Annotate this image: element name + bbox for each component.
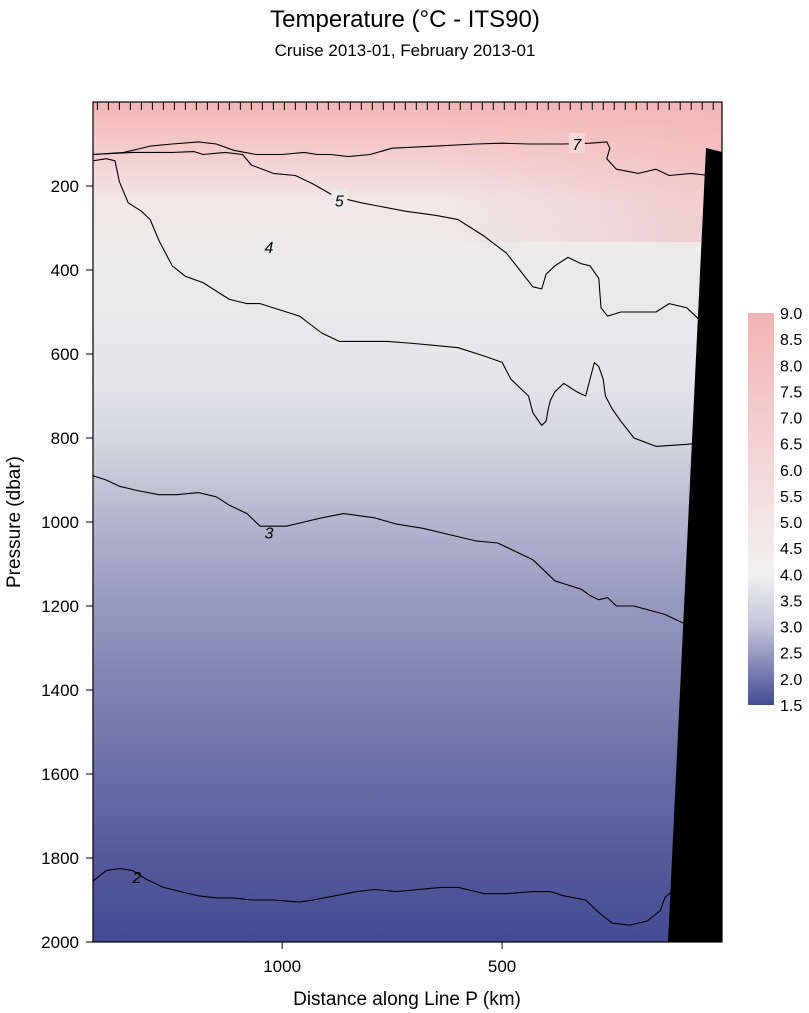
- colorbar-tick-label: 6.0: [780, 463, 802, 480]
- contour-line: [93, 475, 722, 626]
- bathymetry-mask: [668, 148, 722, 942]
- y-tick-label: 1000: [41, 513, 79, 532]
- y-tick-label: 2000: [41, 933, 79, 952]
- colorbar-tick-label: 7.0: [780, 411, 802, 428]
- colorbar-tick-label: 5.5: [780, 489, 802, 506]
- chart-subtitle: Cruise 2013-01, February 2013-01: [275, 41, 536, 60]
- contour-label: 5: [335, 194, 344, 211]
- colorbar-ramp: [748, 313, 774, 705]
- colorbar-tick-label: 2.0: [780, 672, 802, 689]
- contour-lines: 7 5 4 3 2: [93, 133, 722, 926]
- contour-label-bg: [260, 235, 277, 256]
- y-axis: 200 400 600 800 1000 1200 1400 1600 1800 2000: [41, 177, 93, 952]
- y-tick-label: 1800: [41, 849, 79, 868]
- contour-label-bg: [331, 189, 348, 210]
- colorbar-tick-label: 3.0: [780, 620, 802, 637]
- colorbar-labels: 9.0 8.5 8.0 7.5 7.0 6.5 6.0 5.5 5.0 4.5 4.0 3.5 3.0 2…: [780, 306, 802, 715]
- contour-line: [93, 141, 722, 189]
- station-ticks: [96, 102, 714, 110]
- contour-label: 4: [264, 240, 273, 257]
- x-tick-label: 500: [488, 957, 516, 976]
- colorbar-tick-label: 1.5: [780, 698, 802, 715]
- contour-line: [93, 867, 722, 926]
- colorbar-tick-label: 6.5: [780, 437, 802, 454]
- y-tick-label: 1600: [41, 765, 79, 784]
- chart-title: Temperature (°C - ITS90): [270, 6, 540, 33]
- colorbar-tick-label: 7.5: [780, 384, 802, 401]
- contour-label: 3: [264, 526, 273, 543]
- y-tick-label: 1400: [41, 681, 79, 700]
- contour-label: 7: [572, 137, 582, 154]
- colorbar: 9.0 8.5 8.0 7.5 7.0 6.5 6.0 5.5 5.0 4.5 4.0 3.5 3.0 2…: [748, 306, 802, 715]
- x-tick-label: 1000: [263, 957, 301, 976]
- y-tick-label: 800: [51, 429, 79, 448]
- contour-line: [93, 158, 722, 447]
- contour-line: [93, 151, 722, 338]
- y-tick-label: 400: [51, 261, 79, 280]
- plot-area: 7 5 4 3 2: [92, 101, 723, 943]
- colorbar-tick-label: 4.5: [780, 541, 802, 558]
- x-axis: 1000 500: [263, 942, 516, 976]
- contour-label-bg: [568, 133, 585, 153]
- y-tick-label: 1200: [41, 597, 79, 616]
- y-tick-label: 600: [51, 345, 79, 364]
- x-axis-label: Distance along Line P (km): [293, 989, 521, 1010]
- colorbar-tick-label: 8.5: [780, 332, 802, 349]
- colorbar-tick-label: 9.0: [780, 306, 802, 323]
- y-axis-label: Pressure (dbar): [4, 456, 25, 588]
- y-tick-label: 200: [51, 177, 79, 196]
- contour-label: 2: [132, 870, 142, 887]
- colorbar-tick-label: 5.0: [780, 515, 802, 532]
- colorbar-tick-label: 2.5: [780, 646, 802, 663]
- colorbar-tick-label: 4.0: [780, 567, 802, 584]
- colorbar-tick-label: 3.5: [780, 593, 802, 610]
- warm-surface-overlay: [93, 102, 722, 242]
- colorbar-tick-label: 8.0: [780, 358, 802, 375]
